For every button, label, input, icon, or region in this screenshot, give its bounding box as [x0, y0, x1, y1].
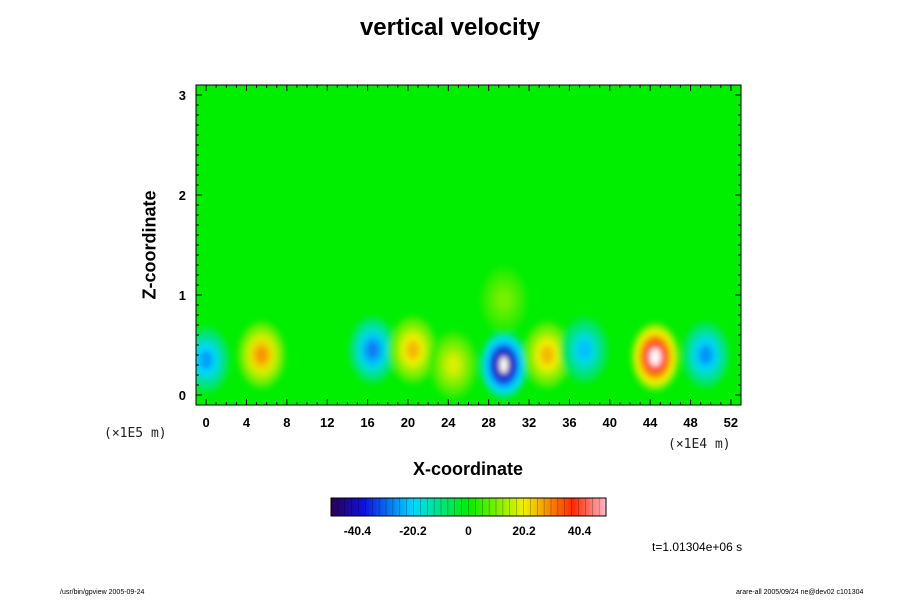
time-annotation: t=1.01304e+06 s — [652, 540, 743, 554]
velocity-contour — [365, 340, 380, 360]
x-axis: 0 4 8 12 16 20 24 28 32 36 40 44 48 52 — [195, 85, 742, 430]
velocity-contour — [497, 290, 511, 310]
y-tick-label: 1 — [179, 288, 186, 303]
colorbar-tick-label: 0 — [465, 524, 472, 538]
colorbar-tick-label: -40.4 — [344, 524, 372, 538]
velocity-peak — [650, 348, 660, 366]
x-tick-label: 48 — [683, 415, 697, 430]
velocity-contour — [254, 345, 269, 365]
y-tick-label: 2 — [179, 188, 186, 203]
velocity-cell — [630, 323, 680, 391]
x-tick-label: 20 — [401, 415, 415, 430]
x-tick-label: 4 — [243, 415, 251, 430]
velocity-contour — [540, 345, 555, 365]
x-tick-label: 52 — [724, 415, 738, 430]
y-axis-scale-note: (×1E5 m) — [104, 426, 167, 441]
velocity-cell — [479, 266, 529, 334]
velocity-cell — [237, 321, 286, 389]
x-tick-label: 44 — [643, 415, 658, 430]
y-axis-label: Z-coordinate — [139, 190, 160, 300]
footer-right: arare-all 2005/09/24 ne@dev02 c101304 — [736, 589, 864, 596]
colorbar-tick-label: 20.2 — [512, 524, 536, 538]
x-tick-label: 16 — [360, 415, 374, 430]
velocity-contour — [406, 340, 420, 360]
x-tick-label: 36 — [562, 415, 576, 430]
x-tick-label: 32 — [522, 415, 536, 430]
y-tick-label: 0 — [179, 388, 186, 403]
velocity-contour — [446, 355, 461, 375]
velocity-cell — [388, 316, 438, 384]
x-tick-label: 40 — [603, 415, 617, 430]
velocity-cell — [479, 331, 529, 399]
footer-left: /usr/bin/gpview 2005-09-24 — [60, 589, 145, 596]
velocity-peak — [499, 356, 509, 374]
y-axis: 0 1 2 3 — [179, 84, 741, 406]
x-tick-label: 28 — [481, 415, 495, 430]
velocity-cell — [681, 321, 730, 389]
velocity-contour — [199, 350, 213, 370]
colorbar-tick-label: -20.2 — [399, 524, 427, 538]
velocity-field — [196, 266, 730, 399]
x-tick-label: 0 — [202, 415, 209, 430]
x-tick-label: 12 — [320, 415, 334, 430]
chart-title: vertical velocity — [359, 14, 541, 41]
colorbar-tick-label: 40.4 — [568, 524, 592, 538]
velocity-contour — [698, 345, 713, 365]
colorbar-ticks: -40.4 -20.2 0 20.2 40.4 — [337, 498, 600, 538]
x-tick-label: 24 — [441, 415, 456, 430]
y-tick-label: 3 — [179, 88, 186, 103]
velocity-cell — [196, 326, 231, 394]
velocity-cell — [523, 321, 572, 389]
velocity-cell — [348, 316, 397, 384]
x-tick-label: 8 — [283, 415, 290, 430]
velocity-cell — [429, 331, 478, 399]
x-axis-label: X-coordinate — [412, 459, 523, 479]
x-axis-scale-note: (×1E4 m) — [668, 437, 731, 452]
velocity-cell — [560, 316, 609, 384]
velocity-contour — [577, 340, 592, 360]
